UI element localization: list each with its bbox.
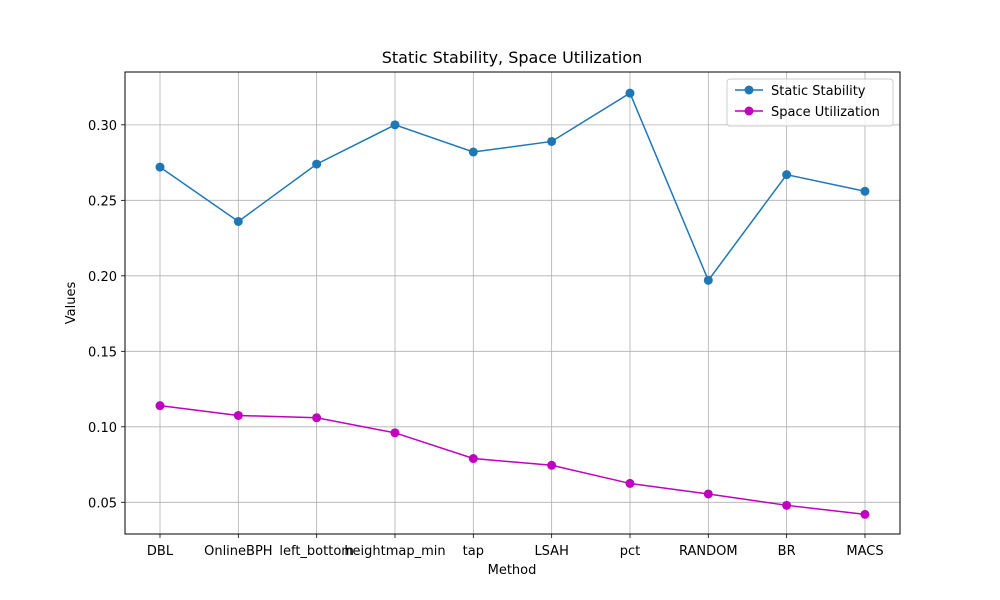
data-point-static-stability-tap [468, 147, 478, 157]
y-tick-label: 0.25 [88, 194, 117, 209]
y-tick-label: 0.05 [88, 496, 117, 511]
x-tick-label-lsah: LSAH [534, 544, 568, 559]
data-point-space-utilization-lsah [547, 460, 557, 470]
y-tick-label: 0.20 [88, 270, 117, 285]
data-point-space-utilization-macs [860, 509, 870, 519]
data-point-space-utilization-br [782, 500, 792, 510]
data-point-static-stability-dbl [155, 162, 165, 172]
data-point-space-utilization-random [703, 489, 713, 499]
legend-label-static-stability: Static Stability [771, 84, 866, 99]
y-tick-label: 0.10 [88, 421, 117, 436]
data-point-static-stability-random [703, 275, 713, 285]
x-tick-label-dbl: DBL [147, 544, 174, 559]
y-axis: 0.05 0.10 0.15 0.20 0.25 0.30 [88, 119, 125, 511]
series-line-static-stability [159, 92, 866, 282]
plot-area-frame [124, 71, 901, 535]
x-tick-label-heightmap-min: heightmap_min [344, 544, 445, 559]
x-tick-label-tap: tap [463, 544, 484, 559]
y-axis-label: Values [64, 282, 79, 325]
y-tick-label: 0.30 [88, 119, 117, 134]
data-point-space-utilization-onlinebph [233, 410, 243, 420]
series-group [155, 88, 870, 519]
x-tick-label-pct: pct [620, 544, 641, 559]
legend-marker-static-stability [744, 85, 754, 95]
data-point-static-stability-pct [625, 88, 635, 98]
legend: Static Stability Space Utilization [726, 78, 894, 127]
data-point-static-stability-lsah [547, 136, 557, 146]
x-tick-label-macs: MACS [846, 544, 883, 559]
x-axis-label: Method [488, 563, 537, 578]
series-line-space-utilization [159, 404, 866, 516]
data-point-static-stability-heightmap-min [390, 120, 400, 130]
data-point-static-stability-br [782, 170, 792, 180]
x-tick-label-br: BR [778, 544, 796, 559]
data-point-static-stability-macs [860, 186, 870, 196]
data-point-space-utilization-tap [468, 454, 478, 464]
x-tick-label-onlinebph: OnlineBPH [204, 544, 272, 559]
chart-title: Static Stability, Space Utilization [382, 48, 643, 67]
x-tick-label-left-bottom: left_bottom [279, 544, 354, 559]
series-static-stability [155, 88, 870, 285]
legend-label-space-utilization: Space Utilization [771, 105, 880, 120]
x-tick-label-random: RANDOM [679, 544, 738, 559]
data-point-static-stability-onlinebph [233, 216, 243, 226]
legend-marker-space-utilization [744, 106, 754, 116]
data-point-static-stability-left-bottom [312, 159, 322, 169]
series-space-utilization [155, 401, 870, 519]
data-point-space-utilization-left-bottom [312, 413, 322, 423]
y-tick-label: 0.15 [88, 345, 117, 360]
grid-lines [125, 72, 900, 534]
data-point-space-utilization-pct [625, 478, 635, 488]
data-point-space-utilization-dbl [155, 401, 165, 411]
legend-box [726, 78, 894, 127]
data-point-space-utilization-heightmap-min [390, 428, 400, 438]
